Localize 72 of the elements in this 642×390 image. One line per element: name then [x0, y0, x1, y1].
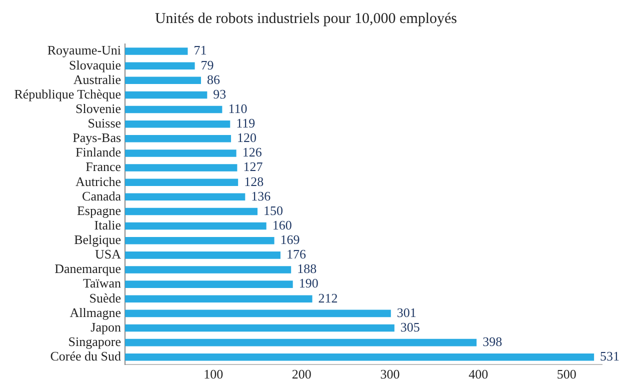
y-tick-label: République Tchèque — [14, 86, 122, 102]
y-tick-label: Pays-Bas — [72, 130, 122, 146]
data-label: 188 — [297, 261, 317, 276]
data-label: 160 — [272, 217, 292, 232]
y-tick-label: Slovaquie — [69, 57, 122, 72]
y-tick-label: Canada — [82, 188, 122, 204]
bar — [125, 178, 238, 186]
bar — [125, 295, 312, 303]
y-tick-label: Suisse — [88, 116, 122, 131]
x-tick-label: 200 — [292, 366, 312, 382]
data-label: 176 — [286, 246, 306, 262]
bar — [125, 236, 274, 244]
chart-title: Unités de robots industriels pour 10,000 employés — [154, 10, 458, 27]
data-label: 127 — [243, 159, 264, 174]
data-label: 71 — [194, 42, 207, 58]
y-tick-label: Taïwan — [82, 276, 122, 291]
x-tick-label: 100 — [204, 366, 224, 382]
y-tick-label: Royaume-Uni — [47, 42, 122, 58]
data-label: 212 — [318, 290, 338, 306]
bar — [125, 48, 188, 55]
x-tick-label: 500 — [556, 366, 576, 382]
bar — [125, 193, 246, 201]
y-tick-label: Singapore — [68, 334, 122, 349]
bar — [125, 62, 195, 70]
data-label: 531 — [600, 348, 620, 364]
y-tick-label: Finlande — [76, 144, 122, 160]
y-tick-label: Belgique — [74, 232, 122, 248]
x-tick-label: 300 — [380, 366, 400, 382]
data-label: 169 — [280, 232, 300, 248]
bar — [125, 150, 236, 157]
data-label: 190 — [298, 276, 318, 291]
bar — [125, 164, 238, 172]
data-label: 86 — [206, 72, 220, 87]
bar — [125, 91, 208, 99]
y-tick-label: Japon — [90, 319, 122, 334]
y-tick-label: Espagne — [76, 202, 122, 218]
y-tick-label: Italie — [94, 217, 122, 232]
bar — [125, 135, 232, 142]
bar — [125, 120, 230, 128]
y-tick-label: USA — [95, 246, 122, 262]
bar — [125, 222, 266, 230]
y-tick-label: Allmagne — [70, 304, 122, 320]
data-label: 398 — [482, 334, 502, 349]
data-label: 128 — [244, 174, 264, 189]
bar — [125, 252, 280, 259]
bar — [125, 76, 201, 84]
bar — [125, 208, 258, 216]
x-tick-label: 400 — [468, 366, 488, 382]
y-tick-label: Autriche — [76, 174, 122, 189]
data-label: 150 — [264, 202, 284, 218]
data-label: 305 — [400, 319, 420, 334]
bar — [125, 106, 222, 114]
bar — [125, 338, 477, 346]
y-tick-label: Suède — [89, 290, 122, 306]
data-label: 79 — [200, 57, 214, 72]
bar — [125, 280, 293, 288]
bar — [125, 310, 391, 318]
data-label: 93 — [213, 86, 226, 102]
data-label: 119 — [236, 116, 256, 131]
data-label: 126 — [242, 144, 262, 160]
y-tick-label: Australie — [73, 72, 122, 87]
y-tick-label: Danemarque — [54, 261, 122, 276]
bar — [125, 324, 394, 332]
y-tick-label: France — [86, 159, 122, 174]
bar — [125, 266, 292, 274]
data-label: 120 — [237, 130, 257, 146]
bar — [125, 353, 594, 361]
data-label: 136 — [251, 188, 272, 204]
data-label: 110 — [228, 100, 248, 116]
y-tick-label: Slovenie — [76, 100, 122, 116]
y-tick-label: Corée du Sud — [50, 348, 122, 364]
data-label: 301 — [396, 304, 416, 320]
